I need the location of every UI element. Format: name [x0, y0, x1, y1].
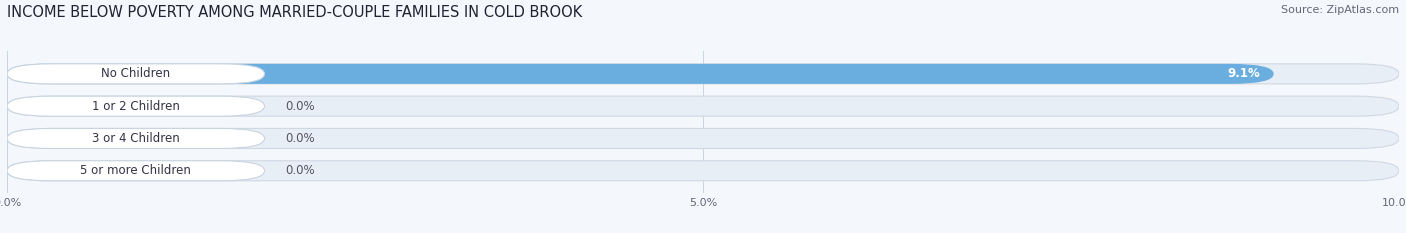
Text: 0.0%: 0.0% [285, 100, 315, 113]
Text: 3 or 4 Children: 3 or 4 Children [91, 132, 180, 145]
FancyBboxPatch shape [7, 161, 1399, 181]
Text: INCOME BELOW POVERTY AMONG MARRIED-COUPLE FAMILIES IN COLD BROOK: INCOME BELOW POVERTY AMONG MARRIED-COUPL… [7, 5, 582, 20]
Text: 5 or more Children: 5 or more Children [80, 164, 191, 177]
Text: Source: ZipAtlas.com: Source: ZipAtlas.com [1281, 5, 1399, 15]
Text: 1 or 2 Children: 1 or 2 Children [91, 100, 180, 113]
FancyBboxPatch shape [7, 128, 1399, 148]
FancyBboxPatch shape [7, 64, 264, 84]
FancyBboxPatch shape [7, 64, 1399, 84]
FancyBboxPatch shape [7, 96, 264, 116]
Text: No Children: No Children [101, 67, 170, 80]
Text: 9.1%: 9.1% [1227, 67, 1260, 80]
FancyBboxPatch shape [7, 161, 264, 181]
FancyBboxPatch shape [7, 128, 264, 148]
FancyBboxPatch shape [7, 96, 1399, 116]
FancyBboxPatch shape [7, 64, 1274, 84]
Text: 0.0%: 0.0% [285, 132, 315, 145]
Text: 0.0%: 0.0% [285, 164, 315, 177]
